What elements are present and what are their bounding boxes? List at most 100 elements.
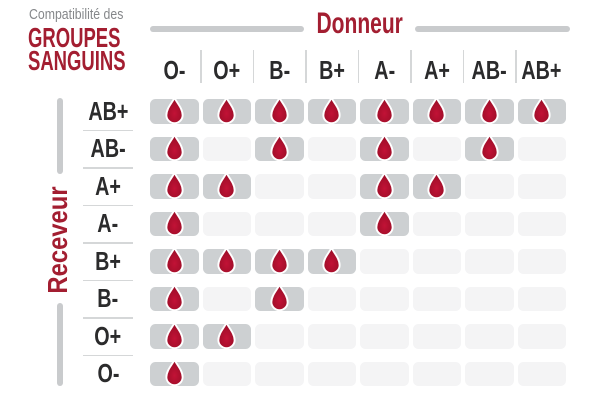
col-header-separator <box>200 50 202 83</box>
row-label-text: O+ <box>94 320 122 351</box>
blood-drop-icon <box>270 283 289 312</box>
row-label-separator <box>83 204 133 207</box>
receiver-axis-bar-bottom <box>57 303 63 386</box>
blood-drop-icon <box>165 208 184 237</box>
blood-drop-icon <box>217 170 236 199</box>
row-label-a-minus: A- <box>83 208 133 238</box>
blood-drop-icon <box>375 170 394 199</box>
compatibility-cell-b-plus-from-a-minus <box>360 249 409 274</box>
row-label-b-plus: B+ <box>83 245 133 276</box>
col-header-label: AB+ <box>521 55 562 85</box>
row-label-separator <box>83 279 133 282</box>
row-label-b-minus: B- <box>83 283 133 313</box>
compatibility-cell-o-minus-from-o-plus <box>202 361 251 386</box>
title-subtitle: Compatibilité des <box>29 6 124 23</box>
blood-drop-icon <box>217 320 236 349</box>
donor-axis-line-right <box>415 26 570 32</box>
compatibility-cell-o-plus-from-ab-plus <box>517 324 566 349</box>
receiver-axis-title: Receveur <box>42 186 73 294</box>
col-header-label: A+ <box>423 55 450 85</box>
col-header-separator <box>305 50 307 83</box>
col-header-label: O- <box>163 55 186 85</box>
blood-drop-icon <box>270 133 289 162</box>
receiver-axis-bar-top <box>57 98 63 174</box>
title-main-line1: GROUPES <box>28 22 121 53</box>
row-label-text: AB- <box>90 133 126 164</box>
row-label-text: O- <box>97 358 119 389</box>
compatibility-cell-a-plus-from-b-minus <box>255 174 304 199</box>
col-header-label: O+ <box>213 55 241 85</box>
compatibility-cell-b-minus-from-o-plus <box>202 286 251 311</box>
compatibility-cell-a-plus-from-b-plus <box>307 174 356 199</box>
compatibility-cell-o-plus-from-ab-minus <box>465 324 514 349</box>
row-label-text: A+ <box>95 170 121 201</box>
row-label-ab-minus: AB- <box>83 133 133 163</box>
blood-drop-icon <box>375 95 394 124</box>
row-label-text: B+ <box>95 245 121 276</box>
blood-drop-icon <box>165 245 184 274</box>
col-header-ab-plus: AB+ <box>518 54 567 87</box>
compatibility-cell-a-minus-from-ab-plus <box>517 211 566 236</box>
blood-drop-icon <box>375 133 394 162</box>
col-header-o-minus: O- <box>150 54 199 87</box>
col-header-b-minus: B- <box>255 54 304 87</box>
col-header-a-plus: A+ <box>413 54 462 87</box>
row-label-text: AB+ <box>87 95 129 126</box>
col-header-separator <box>515 50 517 83</box>
col-header-separator <box>462 50 464 83</box>
col-header-label: B- <box>268 55 290 85</box>
compatibility-cell-a-plus-from-ab-plus <box>517 174 566 199</box>
title-main-line2: SANGUINS <box>28 45 126 76</box>
compatibility-cell-a-minus-from-b-plus <box>307 211 356 236</box>
compatibility-cell-b-plus-from-ab-minus <box>465 249 514 274</box>
compatibility-cell-b-minus-from-a-plus <box>412 286 461 311</box>
compatibility-cell-ab-minus-from-b-plus <box>307 136 356 161</box>
row-label-separator <box>83 167 133 169</box>
row-label-a-plus: A+ <box>83 170 133 201</box>
compatibility-cell-o-plus-from-a-minus <box>360 324 409 349</box>
blood-drop-icon <box>217 95 236 124</box>
blood-drop-icon <box>270 245 289 274</box>
row-label-ab-plus: AB+ <box>83 95 133 126</box>
col-header-separator <box>252 50 254 83</box>
col-header-label: A- <box>373 55 395 85</box>
compatibility-cell-ab-minus-from-ab-plus <box>517 136 566 161</box>
compatibility-cell-a-minus-from-b-minus <box>255 211 304 236</box>
compatibility-cell-o-plus-from-a-plus <box>412 324 461 349</box>
blood-drop-icon <box>532 95 551 124</box>
col-header-label: B+ <box>318 55 345 85</box>
col-header-b-plus: B+ <box>308 54 357 87</box>
blood-drop-icon <box>322 245 341 274</box>
compatibility-cell-b-minus-from-ab-minus <box>465 286 514 311</box>
blood-drop-icon <box>165 283 184 312</box>
compatibility-cell-o-minus-from-a-plus <box>412 361 461 386</box>
blood-drop-icon <box>165 320 184 349</box>
blood-drop-icon <box>480 95 499 124</box>
compatibility-cell-b-plus-from-a-plus <box>412 249 461 274</box>
blood-drop-icon <box>270 95 289 124</box>
compatibility-cell-b-plus-from-ab-plus <box>517 249 566 274</box>
donor-axis-line-left <box>150 26 304 32</box>
blood-drop-icon <box>427 95 446 124</box>
compatibility-cell-o-minus-from-b-minus <box>255 361 304 386</box>
donor-axis-title: Donneur <box>304 7 415 40</box>
compatibility-cell-a-minus-from-a-plus <box>412 211 461 236</box>
blood-drop-icon <box>165 133 184 162</box>
receiver-axis-title-text: Receveur <box>42 186 73 294</box>
compatibility-cell-o-minus-from-ab-plus <box>517 361 566 386</box>
col-header-label: AB- <box>471 55 507 85</box>
col-header-separator <box>410 50 412 83</box>
compatibility-cell-o-plus-from-b-plus <box>307 324 356 349</box>
compatibility-cell-ab-minus-from-o-plus <box>202 136 251 161</box>
compatibility-cell-o-minus-from-a-minus <box>360 361 409 386</box>
compatibility-cell-a-minus-from-ab-minus <box>465 211 514 236</box>
col-header-ab-minus: AB- <box>465 54 514 87</box>
blood-drop-icon <box>217 245 236 274</box>
blood-drop-icon <box>165 170 184 199</box>
compatibility-cell-b-minus-from-ab-plus <box>517 286 566 311</box>
compatibility-cell-o-minus-from-b-plus <box>307 361 356 386</box>
row-label-text: B- <box>97 283 119 314</box>
compatibility-cell-a-minus-from-o-plus <box>202 211 251 236</box>
row-label-separator <box>83 354 133 357</box>
